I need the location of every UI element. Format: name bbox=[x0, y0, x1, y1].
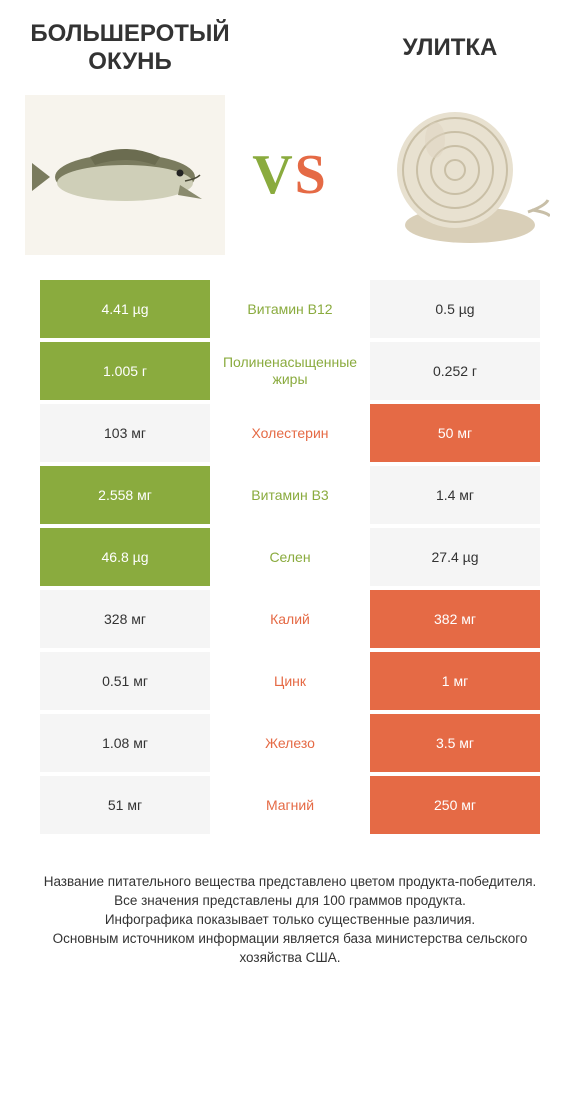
cell-right: 0.252 г bbox=[370, 342, 540, 400]
cell-right: 1.4 мг bbox=[370, 466, 540, 524]
cell-mid: Калий bbox=[210, 590, 370, 648]
table-row: 1.08 мгЖелезо3.5 мг bbox=[40, 714, 540, 772]
cell-left: 328 мг bbox=[40, 590, 210, 648]
cell-mid: Железо bbox=[210, 714, 370, 772]
cell-left: 1.005 г bbox=[40, 342, 210, 400]
title-right: УЛИТКА bbox=[350, 34, 550, 62]
cell-mid: Витамин B3 bbox=[210, 466, 370, 524]
cell-right: 3.5 мг bbox=[370, 714, 540, 772]
cell-left: 2.558 мг bbox=[40, 466, 210, 524]
table-row: 103 мгХолестерин50 мг bbox=[40, 404, 540, 462]
images-row: VS bbox=[0, 85, 580, 280]
cell-mid: Полиненасыщенные жиры bbox=[210, 342, 370, 400]
footer-line-1: Название питательного вещества представл… bbox=[25, 873, 555, 892]
cell-right: 0.5 µg bbox=[370, 280, 540, 338]
table-row: 0.51 мгЦинк1 мг bbox=[40, 652, 540, 710]
cell-right: 1 мг bbox=[370, 652, 540, 710]
cell-left: 1.08 мг bbox=[40, 714, 210, 772]
cell-left: 51 мг bbox=[40, 776, 210, 834]
cell-left: 103 мг bbox=[40, 404, 210, 462]
cell-right: 382 мг bbox=[370, 590, 540, 648]
cell-mid: Селен bbox=[210, 528, 370, 586]
vs-label: VS bbox=[252, 143, 328, 207]
snail-icon bbox=[360, 100, 550, 250]
table-row: 4.41 µgВитамин B120.5 µg bbox=[40, 280, 540, 338]
table-row: 1.005 гПолиненасыщенные жиры0.252 г bbox=[40, 342, 540, 400]
image-left bbox=[25, 95, 225, 255]
cell-right: 27.4 µg bbox=[370, 528, 540, 586]
cell-mid: Холестерин bbox=[210, 404, 370, 462]
footer-line-2: Все значения представлены для 100 граммо… bbox=[25, 892, 555, 911]
fish-icon bbox=[30, 135, 220, 215]
table-row: 46.8 µgСелен27.4 µg bbox=[40, 528, 540, 586]
cell-mid: Витамин B12 bbox=[210, 280, 370, 338]
cell-right: 50 мг bbox=[370, 404, 540, 462]
cell-mid: Цинк bbox=[210, 652, 370, 710]
cell-right: 250 мг bbox=[370, 776, 540, 834]
footer: Название питательного вещества представл… bbox=[0, 838, 580, 987]
footer-line-3: Инфографика показывает только существенн… bbox=[25, 911, 555, 930]
cell-left: 4.41 µg bbox=[40, 280, 210, 338]
comparison-table: 4.41 µgВитамин B120.5 µg1.005 гПолиненас… bbox=[0, 280, 580, 834]
title-left: БОЛЬШЕРОТЫЙ ОКУНЬ bbox=[30, 20, 230, 75]
table-row: 328 мгКалий382 мг bbox=[40, 590, 540, 648]
header: БОЛЬШЕРОТЫЙ ОКУНЬ УЛИТКА bbox=[0, 0, 580, 85]
vs-s: S bbox=[295, 144, 328, 206]
footer-line-4: Основным источником информации является … bbox=[25, 930, 555, 968]
table-row: 51 мгМагний250 мг bbox=[40, 776, 540, 834]
image-right bbox=[355, 95, 555, 255]
vs-v: V bbox=[252, 144, 294, 206]
cell-mid: Магний bbox=[210, 776, 370, 834]
cell-left: 46.8 µg bbox=[40, 528, 210, 586]
cell-left: 0.51 мг bbox=[40, 652, 210, 710]
table-row: 2.558 мгВитамин B31.4 мг bbox=[40, 466, 540, 524]
